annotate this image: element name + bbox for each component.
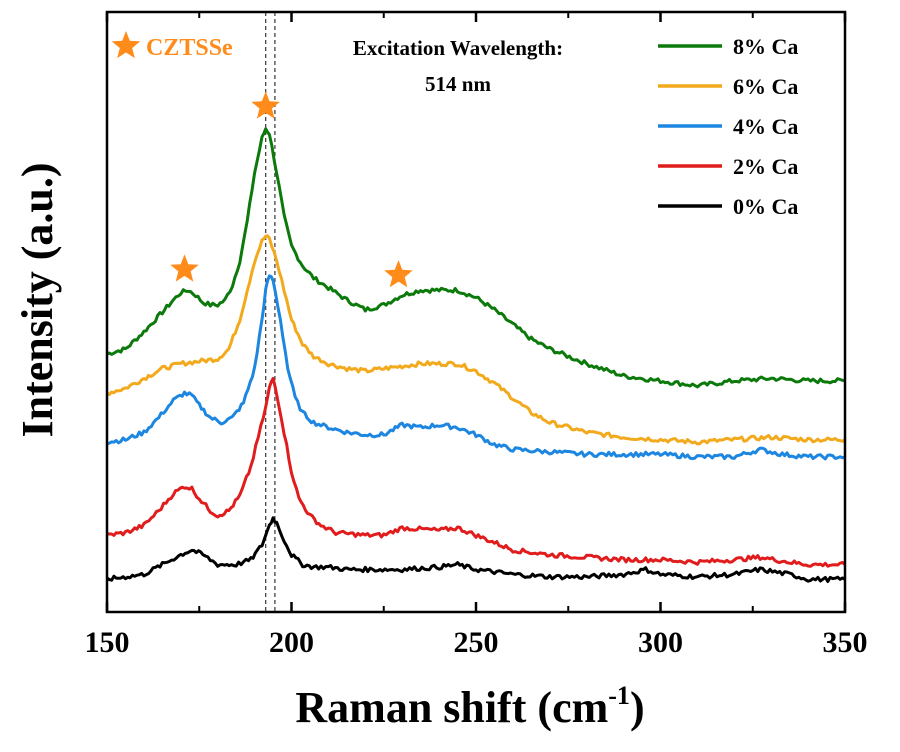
legend-label-2: 4% Ca [733,114,798,139]
legend: 8% Ca 6% Ca 4% Ca 2% Ca 0% Ca [658,34,798,219]
annotation-line-2: 514 nm [425,72,491,96]
x-axis-title-superscript: -1 [608,681,630,710]
series-line-4 [106,516,846,583]
series-line-3 [106,377,846,568]
marker-legend-star-icon [111,31,141,59]
annotation: Excitation Wavelength: 514 nm [353,36,563,96]
legend-label-4: 0% Ca [733,194,798,219]
x-axis-title: Raman shift (cm-1) [295,681,644,732]
x-tick-label-300: 300 [638,626,683,659]
series-line-0 [106,127,846,389]
annotation-line-1: Excitation Wavelength: [353,36,563,60]
x-tick-label-200: 200 [269,626,314,659]
x-tick-label-250: 250 [454,626,499,659]
series-lines [106,127,846,583]
x-tick-label-150: 150 [85,626,130,659]
axes: 150 200 250 300 350 [85,10,868,659]
legend-label-0: 8% Ca [733,34,798,59]
series-line-1 [106,234,846,446]
marker-legend-label: CZTSSe [146,35,233,61]
peak-star-icon-2 [384,260,413,288]
series-line-2 [106,274,846,461]
peak-star-icon-0 [170,254,199,282]
x-axis-title-main: Raman shift (cm [295,683,608,732]
peak-star-icon-1 [251,91,280,119]
legend-label-3: 2% Ca [733,154,798,179]
plot-frame [105,10,847,614]
x-axis-title-close: ) [630,683,645,732]
peak-star-markers [170,91,413,288]
marker-legend: CZTSSe [111,31,233,61]
legend-label-1: 6% Ca [733,74,798,99]
y-axis-title: Intensity (a.u.) [13,162,62,437]
x-tick-label-350: 350 [823,626,868,659]
